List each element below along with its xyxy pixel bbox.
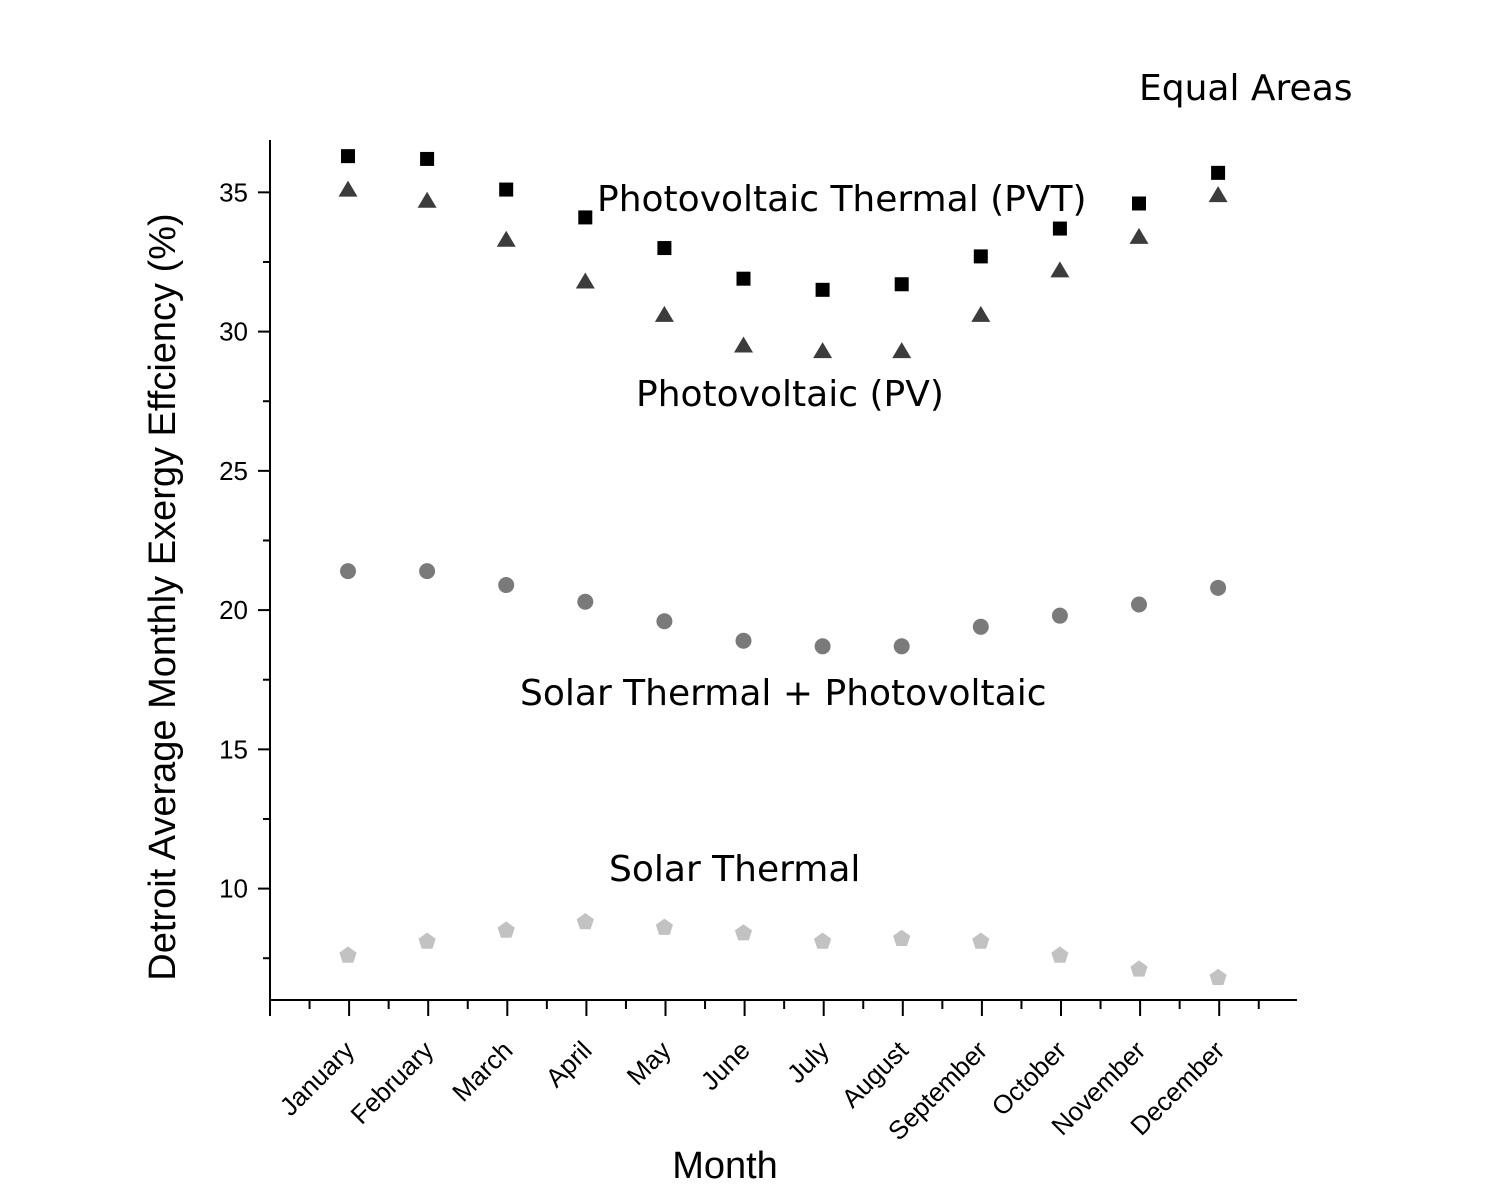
data-point-triangle bbox=[496, 230, 516, 247]
data-point-pentagon bbox=[339, 946, 357, 963]
data-point-triangle bbox=[813, 342, 833, 359]
data-point-triangle bbox=[892, 342, 912, 359]
data-point-circle bbox=[498, 577, 515, 594]
data-point-circle bbox=[419, 563, 436, 580]
data-point-pentagon bbox=[418, 932, 436, 949]
data-point-pentagon bbox=[655, 918, 673, 935]
y-tick-label: 10 bbox=[219, 874, 248, 904]
y-tick-label: 30 bbox=[219, 317, 248, 347]
data-point-square bbox=[657, 241, 672, 256]
data-point-circle bbox=[1051, 607, 1068, 624]
data-point-pentagon bbox=[972, 932, 990, 949]
annotation-solar-thermal-pv: Solar Thermal + Photovoltaic bbox=[520, 673, 1046, 714]
data-point-square bbox=[973, 249, 988, 264]
annotation-equal-areas: Equal Areas bbox=[1139, 68, 1353, 109]
data-point-square bbox=[578, 210, 593, 225]
y-tick-label: 15 bbox=[219, 734, 248, 764]
data-point-circle bbox=[972, 618, 989, 635]
x-axis-title: Month bbox=[672, 1145, 778, 1187]
y-tick-label: 20 bbox=[219, 595, 248, 625]
annotation-solar-thermal: Solar Thermal bbox=[609, 849, 860, 890]
data-point-pentagon bbox=[1130, 960, 1148, 977]
y-tick-label: 25 bbox=[219, 456, 248, 486]
data-series bbox=[338, 149, 1228, 985]
x-tick-label: March bbox=[446, 1035, 518, 1107]
x-tick-label: August bbox=[835, 1034, 914, 1113]
x-tick-label: June bbox=[695, 1035, 756, 1096]
data-point-triangle bbox=[654, 305, 674, 322]
data-point-triangle bbox=[1050, 261, 1070, 278]
data-point-pentagon bbox=[1051, 946, 1069, 963]
data-point-triangle bbox=[1129, 227, 1149, 244]
data-point-square bbox=[894, 277, 909, 292]
x-tick-label: May bbox=[621, 1035, 677, 1091]
data-point-circle bbox=[814, 638, 831, 655]
x-tick-label: February bbox=[345, 1035, 440, 1130]
data-point-circle bbox=[1131, 596, 1147, 613]
data-point-pentagon bbox=[576, 913, 594, 930]
data-point-pentagon bbox=[893, 929, 911, 946]
data-point-square bbox=[341, 149, 355, 164]
data-point-triangle bbox=[734, 336, 753, 353]
data-point-square bbox=[1132, 196, 1146, 211]
data-point-triangle bbox=[338, 180, 358, 197]
data-point-pentagon bbox=[814, 932, 832, 949]
y-axis-title: Detroit Average Monthly Exergy Effciency… bbox=[142, 213, 184, 980]
x-tick-label: July bbox=[781, 1035, 835, 1089]
data-point-square bbox=[499, 182, 514, 197]
data-point-circle bbox=[656, 613, 673, 630]
x-tick-label: April bbox=[540, 1035, 598, 1093]
data-point-circle bbox=[893, 638, 910, 655]
data-point-triangle bbox=[575, 272, 595, 289]
annotation-pvt: Photovoltaic Thermal (PVT) bbox=[597, 179, 1087, 220]
data-point-circle bbox=[1210, 579, 1227, 596]
data-point-circle bbox=[340, 563, 356, 580]
data-point-circle bbox=[735, 632, 752, 649]
series-pentagon bbox=[339, 913, 1227, 985]
data-point-square bbox=[420, 151, 435, 166]
y-axis-ticks: 10 15 20 25 30 35 bbox=[219, 177, 270, 960]
data-point-triangle bbox=[417, 191, 437, 208]
data-point-pentagon bbox=[1209, 968, 1227, 985]
y-tick-label: 35 bbox=[219, 177, 248, 207]
series-square bbox=[341, 149, 1226, 297]
data-point-triangle bbox=[971, 305, 991, 322]
series-circle bbox=[340, 563, 1227, 655]
data-point-square bbox=[815, 282, 830, 297]
data-point-triangle bbox=[1208, 186, 1228, 203]
data-point-circle bbox=[577, 593, 594, 610]
series-triangle bbox=[338, 180, 1228, 359]
data-point-pentagon bbox=[734, 924, 753, 941]
data-point-square bbox=[1052, 221, 1067, 236]
data-point-pentagon bbox=[497, 921, 515, 938]
data-point-square bbox=[1211, 165, 1226, 180]
annotation-pv: Photovoltaic (PV) bbox=[636, 374, 944, 415]
data-point-square bbox=[736, 271, 751, 286]
